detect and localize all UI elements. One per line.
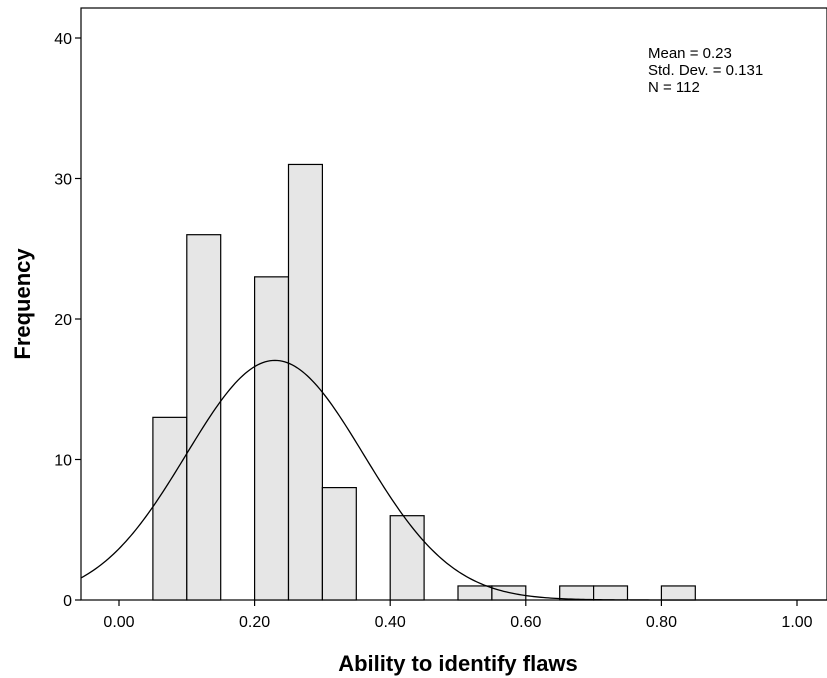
x-axis-ticks: 0.00 0.20 0.40 0.60 0.80 1.00: [103, 600, 813, 631]
y-tick-label-3: 30: [54, 172, 72, 189]
stats-n: N = 112: [648, 79, 700, 96]
x-tick-label-0: 0.00: [103, 614, 134, 631]
x-tick-label-3: 0.60: [510, 614, 541, 631]
y-tick-label-4: 40: [54, 31, 72, 48]
x-tick-label-4: 0.80: [646, 614, 677, 631]
histogram-bar-3: [287, 163, 324, 601]
y-axis-title: Frequency: [10, 248, 35, 360]
x-tick-label-1: 0.20: [239, 614, 270, 631]
y-tick-label-0: 0: [63, 593, 72, 610]
histogram-bar-8: [559, 585, 595, 601]
normal-curve: [80, 359, 827, 601]
histogram-bar-10: [660, 585, 696, 601]
histogram-bar-5: [389, 515, 425, 601]
histogram-bar-1: [186, 234, 222, 601]
x-tick-label-5: 1.00: [781, 614, 812, 631]
stats-mean: Mean = 0.23: [648, 45, 732, 62]
stats-sd: Std. Dev. = 0.131: [648, 62, 763, 79]
x-tick-label-2: 0.40: [375, 614, 406, 631]
histogram-bar-2: [254, 276, 290, 601]
plot-frame: [80, 7, 827, 601]
stats-box: Mean = 0.23 Std. Dev. = 0.131 N = 112: [648, 45, 763, 96]
y-tick-label-2: 20: [54, 312, 72, 329]
histogram-bar-9: [592, 585, 629, 601]
y-tick-label-1: 10: [54, 453, 72, 470]
histogram-bar-4: [321, 487, 357, 601]
histogram-bar-0: [152, 416, 188, 601]
histogram-bar-6: [457, 585, 493, 601]
y-axis-ticks: 0 10 20 30 40: [54, 31, 81, 610]
bars-group: [152, 163, 696, 601]
x-axis-title: Ability to identify flaws: [338, 651, 578, 676]
